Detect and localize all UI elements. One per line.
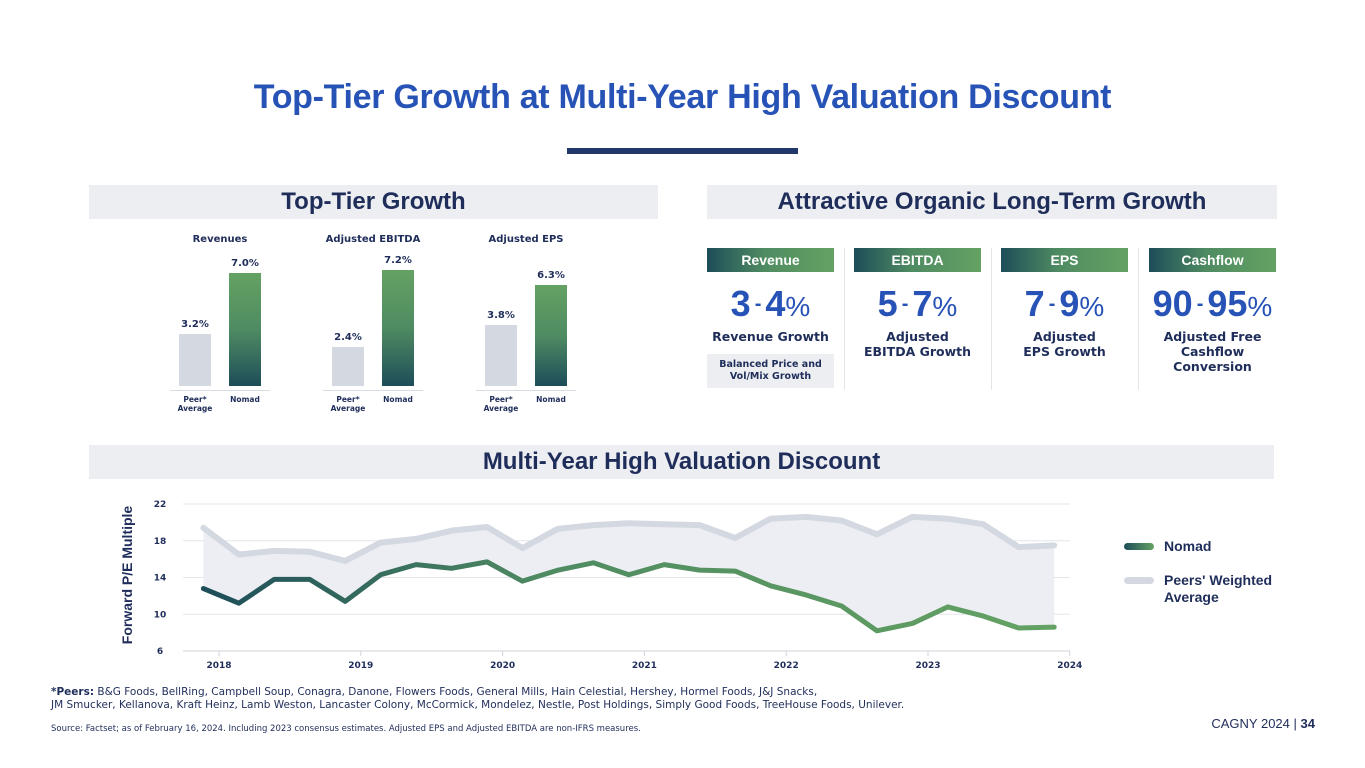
metric-percent: % [785, 291, 811, 322]
metric-dash: - [1048, 293, 1056, 315]
metric-cashflow: Cashflow 90-95% Adjusted Free Cashflow C… [1149, 248, 1276, 374]
metric-low: 5 [877, 283, 898, 324]
peers-list-line2: JM Smucker, Kellanova, Kraft Heinz, Lamb… [51, 699, 905, 711]
peers-footnote: *Peers: B&G Foods, BellRing, Campbell So… [51, 686, 904, 712]
legend-swatch-nomad [1124, 543, 1154, 550]
metric-header: Revenue [707, 248, 834, 272]
bar-chart-title: Adjusted EBITDA [325, 234, 421, 245]
bar-category-label: Peer* Average [483, 395, 519, 413]
page-title: Top-Tier Growth at Multi-Year High Valua… [253, 78, 1112, 116]
peers-label: *Peers: [51, 686, 95, 698]
metric-percent: % [1079, 291, 1105, 322]
source-note: Source: Factset; as of February 16, 2024… [51, 724, 641, 734]
legend-swatch-peers [1124, 577, 1154, 584]
x-tick-label: 2023 [915, 661, 940, 671]
x-tick-label: 2021 [632, 661, 657, 671]
x-tick-label: 2018 [206, 661, 231, 671]
bar-baseline [170, 390, 270, 391]
legend-item-nomad: Nomad [1124, 538, 1211, 555]
x-tick-label: 2022 [774, 661, 799, 671]
metric-description: Adjusted Free Cashflow Conversion [1163, 329, 1262, 374]
metric-dash: - [754, 293, 762, 315]
metric-value: 3-4% [707, 286, 834, 325]
y-axis-label: Forward P/E Multiple [119, 506, 135, 645]
metric-value: 90-95% [1149, 286, 1276, 325]
y-tick-label: 22 [154, 500, 167, 510]
bar-peer-average [179, 334, 211, 386]
title-underline [567, 148, 798, 154]
metric-eps: EPS 7-9% Adjusted EPS Growth [1001, 248, 1128, 359]
x-tick-label: 2024 [1057, 661, 1082, 671]
bar-chart-title: Adjusted EPS [488, 234, 564, 245]
column-divider [844, 248, 845, 390]
x-tick-label: 2019 [348, 661, 373, 671]
legend-label-nomad: Nomad [1164, 538, 1212, 554]
metric-note: Balanced Price and Vol/Mix Growth [707, 354, 834, 388]
bar-nomad [229, 273, 261, 386]
bar-nomad [535, 284, 567, 386]
metric-revenue: Revenue 3-4% Revenue Growth Balanced Pri… [707, 248, 834, 388]
column-divider [1138, 248, 1139, 390]
metric-description: Adjusted EPS Growth [1023, 329, 1106, 359]
metric-header: Cashflow [1149, 248, 1276, 272]
legend-label-peers: Peers' Weighted Average [1164, 572, 1273, 605]
event-name: CAGNY 2024 [1211, 716, 1290, 731]
bar-baseline [476, 390, 576, 391]
metric-high: 4 [765, 283, 786, 324]
legend-item-peers: Peers' Weighted Average [1124, 572, 1294, 606]
metric-dash: - [1196, 293, 1204, 315]
metric-low: 7 [1024, 283, 1045, 324]
metric-header: EBITDA [854, 248, 981, 272]
metric-value: 7-9% [1001, 286, 1128, 325]
metric-value: 5-7% [854, 286, 981, 325]
section-header-valuation-discount: Multi-Year High Valuation Discount [89, 445, 1274, 479]
bar-category-label: Nomad [230, 395, 260, 404]
page-tag: CAGNY 2024 | 34 [1211, 716, 1315, 731]
metric-high: 95 [1207, 283, 1248, 324]
x-tick-label: 2020 [490, 661, 515, 671]
metric-low: 90 [1152, 283, 1193, 324]
bar-chart-title: Revenues [192, 234, 248, 245]
section-header-organic-growth: Attractive Organic Long-Term Growth [707, 185, 1277, 219]
bar-value-label: 3.8% [487, 309, 515, 321]
metric-ebitda: EBITDA 5-7% Adjusted EBITDA Growth [854, 248, 981, 359]
bar-value-label: 6.3% [537, 269, 565, 281]
column-divider [991, 248, 992, 390]
y-tick-label: 14 [154, 574, 167, 584]
y-tick-label: 6 [157, 647, 163, 657]
y-tick-label: 10 [154, 610, 167, 620]
bar-nomad [382, 270, 414, 386]
bar-category-label: Peer* Average [330, 395, 366, 413]
metric-low: 3 [730, 283, 751, 324]
peers-list-line1: B&G Foods, BellRing, Campbell Soup, Cona… [97, 686, 818, 698]
bar-value-label: 2.4% [334, 332, 362, 344]
metric-percent: % [1247, 291, 1273, 322]
metric-high: 7 [912, 283, 933, 324]
section-header-top-tier-growth: Top-Tier Growth [89, 185, 658, 219]
metric-high: 9 [1059, 283, 1080, 324]
bar-category-label: Peer* Average [177, 395, 213, 413]
bar-value-label: 3.2% [181, 319, 209, 331]
bar-value-label: 7.2% [384, 255, 412, 266]
y-tick-label: 18 [154, 537, 167, 547]
separator: | [1293, 716, 1297, 731]
metric-description: Adjusted EBITDA Growth [863, 329, 972, 359]
metric-header: EPS [1001, 248, 1128, 272]
metric-percent: % [932, 291, 958, 322]
page-number: 34 [1300, 716, 1315, 731]
bar-peer-average [485, 324, 517, 386]
bar-category-label: Nomad [536, 395, 566, 404]
bar-peer-average [332, 347, 364, 386]
metric-dash: - [901, 293, 909, 315]
bar-value-label: 7.0% [231, 258, 259, 270]
bar-category-label: Nomad [383, 395, 413, 404]
metric-description: Revenue Growth [712, 329, 829, 344]
bar-baseline [323, 390, 423, 391]
